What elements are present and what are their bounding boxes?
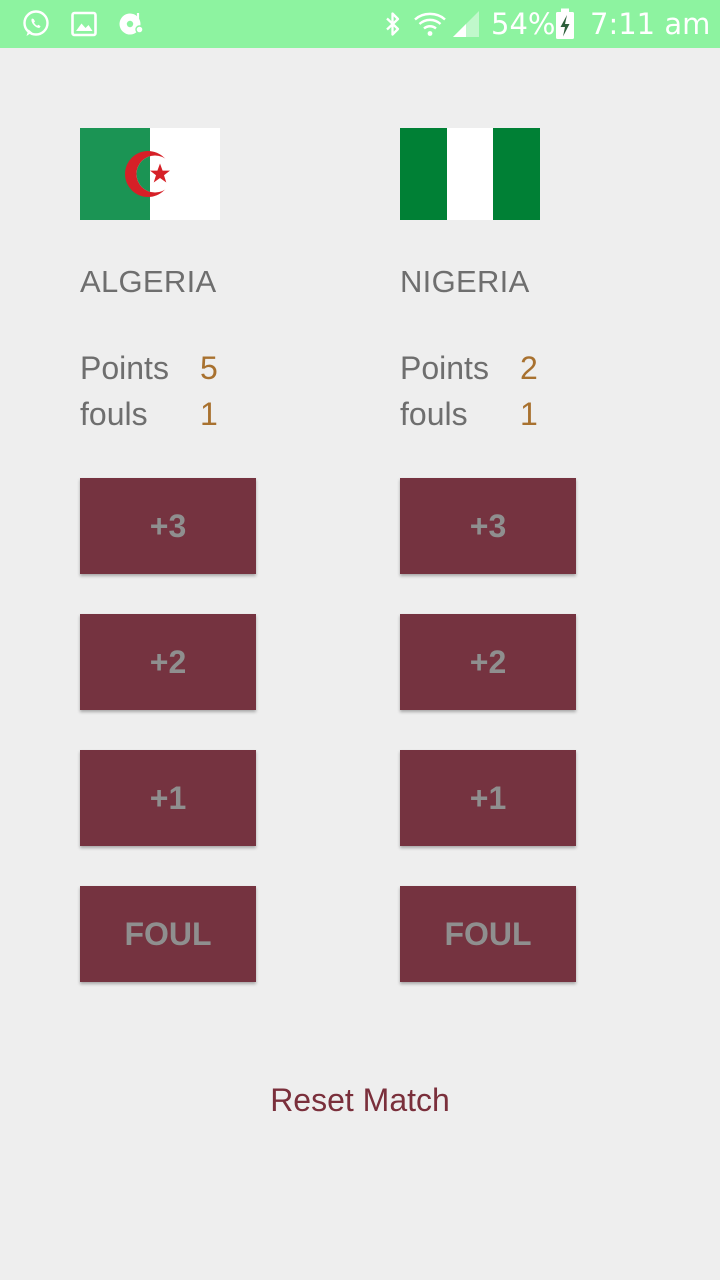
add-one-point-button[interactable]: +1 (80, 750, 256, 846)
algeria-flag-icon (80, 128, 220, 220)
status-time: 7:11 am (590, 7, 711, 41)
battery-charging-icon (556, 8, 574, 39)
bluetooth-icon (386, 12, 400, 36)
add-three-points-button[interactable]: +3 (400, 478, 576, 574)
fouls-value: 1 (520, 396, 538, 432)
wifi-icon (414, 12, 446, 36)
team-name: ALGERIA (80, 264, 217, 299)
add-three-points-button[interactable]: +3 (80, 478, 256, 574)
points-label: Points (80, 350, 169, 386)
add-foul-button[interactable]: FOUL (400, 886, 576, 982)
fouls-label: fouls (400, 396, 468, 432)
battery-percentage: 54% (491, 7, 556, 41)
fouls-label: fouls (80, 396, 148, 432)
fouls-value: 1 (200, 396, 218, 432)
gallery-icon (71, 11, 97, 37)
reset-match-button[interactable]: Reset Match (270, 1082, 450, 1118)
status-bar: 54% 7:11 am (0, 0, 720, 48)
whatsapp-icon (23, 10, 49, 36)
points-value: 2 (520, 350, 538, 386)
add-two-points-button[interactable]: +2 (400, 614, 576, 710)
points-label: Points (400, 350, 489, 386)
team-name: NIGERIA (400, 264, 530, 299)
signal-icon (453, 11, 479, 37)
music-disc-icon (119, 13, 144, 35)
add-two-points-button[interactable]: +2 (80, 614, 256, 710)
add-one-point-button[interactable]: +1 (400, 750, 576, 846)
points-value: 5 (200, 350, 218, 386)
add-foul-button[interactable]: FOUL (80, 886, 256, 982)
nigeria-flag-icon (400, 128, 540, 220)
